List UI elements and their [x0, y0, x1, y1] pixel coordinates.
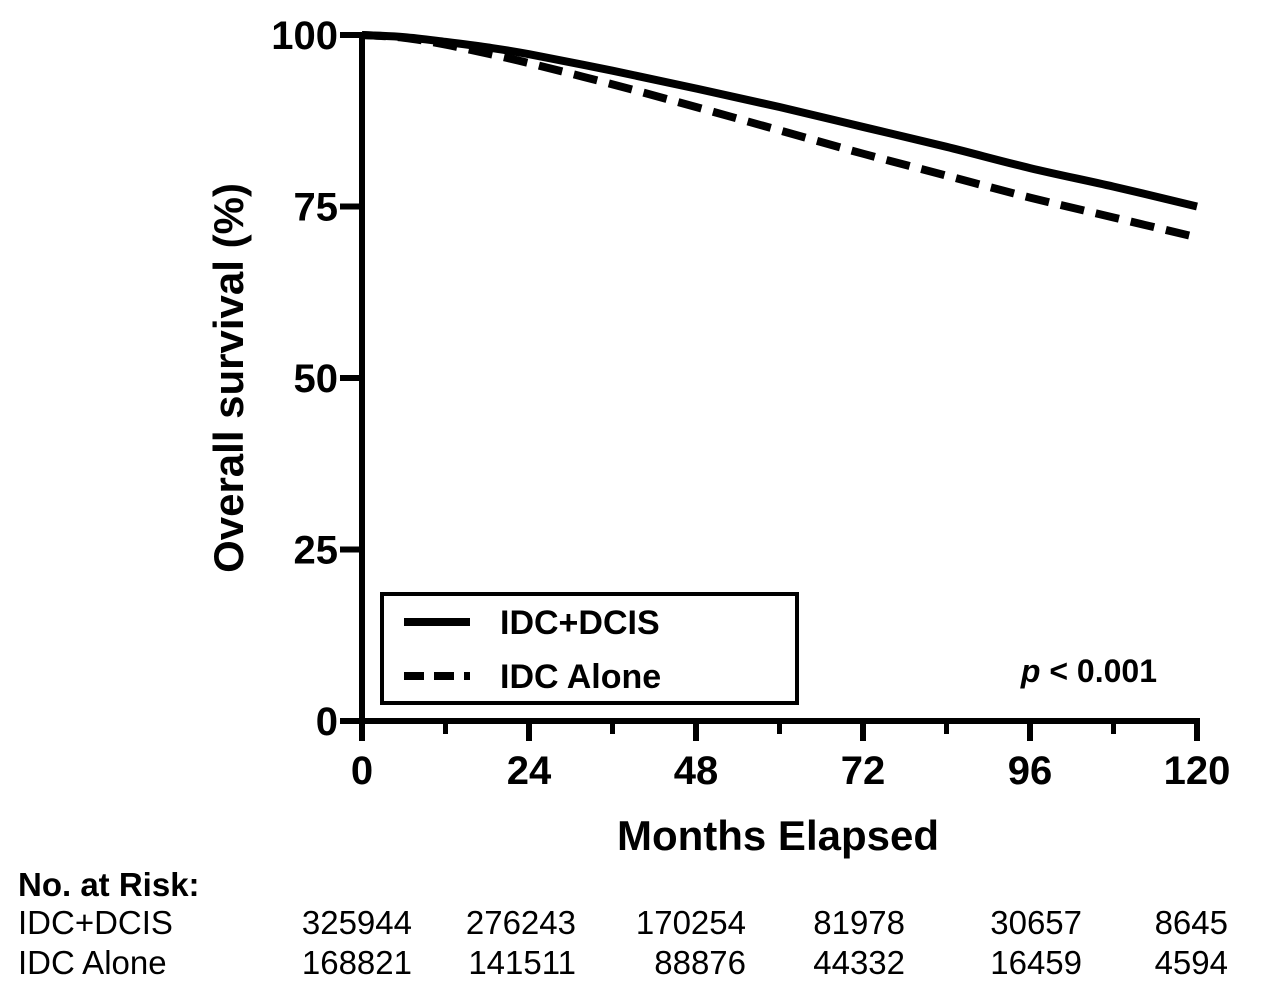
legend: IDC+DCIS IDC Alone	[380, 592, 799, 705]
x-tick-label: 72	[841, 749, 886, 793]
risk-value: 16459	[990, 944, 1082, 981]
risk-value: 325944	[301, 904, 412, 941]
y-axis-label: Overall survival (%)	[205, 183, 252, 573]
x-tick-label: 48	[674, 749, 719, 793]
ticks: 0 25 50 75 100 0 24 48 72 96 120	[271, 14, 1230, 793]
risk-value: 30657	[990, 904, 1082, 941]
risk-row-label-idc-alone: IDC Alone	[18, 944, 167, 981]
risk-value: 81978	[813, 904, 905, 941]
series-line-idc-dcis	[361, 31, 1198, 211]
p-value-annotation: p < 0.001	[1020, 653, 1157, 689]
legend-label-idc-dcis: IDC+DCIS	[500, 604, 660, 642]
risk-value: 88876	[654, 944, 746, 981]
survival-curves	[361, 31, 1198, 242]
series-line-idc-alone	[361, 31, 1198, 242]
y-tick-label: 0	[316, 700, 338, 744]
x-tick-label: 120	[1164, 749, 1231, 793]
risk-value: 44332	[813, 944, 905, 981]
y-tick-label: 50	[294, 357, 339, 401]
p-symbol: p	[1020, 653, 1041, 689]
risk-value: 8645	[1154, 904, 1228, 941]
risk-value: 170254	[635, 904, 746, 941]
p-value-text: < 0.001	[1040, 653, 1157, 689]
risk-value: 276243	[465, 904, 576, 941]
y-tick-label: 100	[271, 14, 338, 58]
risk-value: 168821	[301, 944, 412, 981]
y-tick-label: 75	[294, 186, 339, 230]
risk-row-label-idc-dcis: IDC+DCIS	[18, 904, 173, 941]
risk-value: 4594	[1154, 944, 1228, 981]
x-tick-label: 96	[1008, 749, 1053, 793]
legend-label-idc-alone: IDC Alone	[500, 658, 661, 696]
risk-value: 141511	[468, 944, 576, 981]
x-tick-label: 0	[351, 749, 373, 793]
risk-table-heading: No. at Risk:	[18, 866, 200, 903]
legend-box	[380, 592, 799, 705]
x-axis-label: Months Elapsed	[617, 812, 939, 859]
x-tick-label: 24	[507, 749, 552, 793]
y-tick-label: 25	[294, 529, 339, 573]
